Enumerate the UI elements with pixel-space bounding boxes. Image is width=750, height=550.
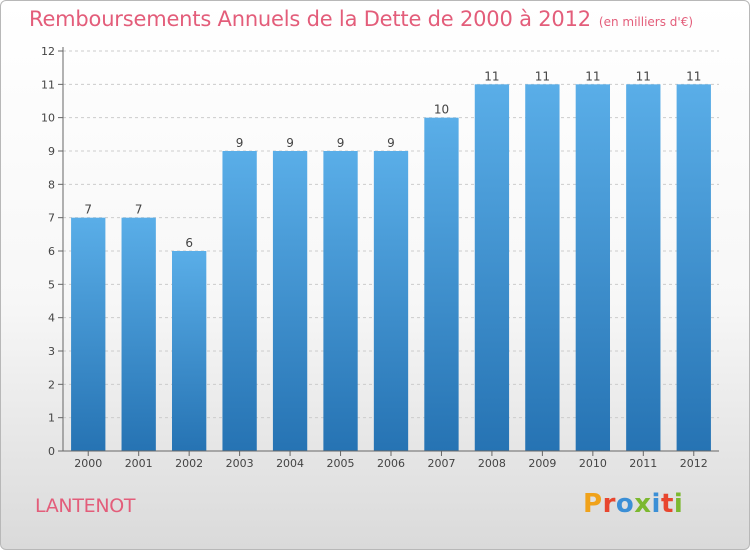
y-tick-label: 5 — [48, 278, 55, 291]
logo-letter: i — [651, 489, 661, 519]
bar-value-label: 11 — [585, 69, 600, 83]
x-tick-label: 2011 — [629, 457, 657, 470]
bar-value-label: 9 — [236, 136, 244, 150]
bars: 7 7 6 9 9 9 9 10 11 11 11 11 11 — [71, 69, 711, 452]
y-tick-label: 4 — [48, 312, 55, 325]
x-tick-label: 2002 — [175, 457, 203, 470]
bar-value-label: 9 — [387, 136, 395, 150]
y-tick-label: 0 — [48, 445, 55, 458]
bar-2003 — [222, 151, 257, 451]
bar-value-label: 9 — [337, 136, 345, 150]
x-tick-label: 2010 — [579, 457, 607, 470]
y-tick-label: 12 — [41, 45, 55, 58]
y-tick-label: 11 — [41, 78, 55, 91]
bar-value-label: 6 — [185, 236, 193, 250]
logo-letter: r — [602, 489, 616, 519]
bar-value-label: 11 — [484, 69, 499, 83]
bar-value-label: 7 — [84, 203, 92, 217]
bar-value-label: 10 — [434, 103, 449, 117]
x-tick-label: 2007 — [427, 457, 455, 470]
bar-2009 — [525, 84, 560, 451]
x-tick-label: 2006 — [377, 457, 405, 470]
title-text: Remboursements Annuels de la Dette de 20… — [29, 7, 591, 31]
bar-2007 — [424, 117, 459, 452]
x-tick-label: 2008 — [478, 457, 506, 470]
y-tick-label: 10 — [41, 112, 55, 125]
y-tick-label: 8 — [48, 178, 55, 191]
x-tick-label: 2009 — [528, 457, 556, 470]
bar-2000 — [71, 217, 106, 451]
y-tick-label: 3 — [48, 345, 55, 358]
y-tick-label: 2 — [48, 378, 55, 391]
x-tick-label: 2004 — [276, 457, 304, 470]
x-tick-label: 2000 — [74, 457, 102, 470]
town-name: LANTENOT — [35, 495, 136, 517]
y-tick-label: 9 — [48, 145, 55, 158]
bar-2004 — [272, 151, 308, 451]
y-tick-label: 6 — [48, 245, 55, 258]
bar-2008 — [474, 84, 510, 451]
bar-value-label: 11 — [535, 69, 550, 83]
bar-2001 — [121, 217, 156, 451]
proxiti-logo[interactable]: Proxiti — [583, 489, 683, 519]
x-tick-label: 2012 — [680, 457, 708, 470]
logo-letter: x — [634, 489, 652, 519]
logo-letter: t — [660, 489, 674, 519]
y-tick-label: 1 — [48, 412, 55, 425]
logo-letter: i — [673, 489, 684, 519]
bar-value-label: 7 — [135, 203, 143, 217]
chart-title: Remboursements Annuels de la Dette de 20… — [29, 7, 693, 31]
bar-2010 — [575, 84, 611, 451]
x-tick-label: 2001 — [125, 457, 153, 470]
x-tick-label: 2003 — [226, 457, 254, 470]
y-tick-label: 7 — [48, 212, 55, 225]
title-unit: (en milliers d'€) — [598, 15, 694, 29]
x-tick-label: 2005 — [327, 457, 355, 470]
bar-2012 — [676, 84, 711, 451]
logo-letter: o — [615, 489, 635, 519]
bar-value-label: 11 — [636, 69, 651, 83]
bar-2005 — [323, 151, 358, 451]
bar-2011 — [626, 84, 661, 451]
bar-value-label: 11 — [686, 69, 701, 83]
logo-letter: P — [583, 489, 603, 519]
bar-2002 — [171, 251, 207, 451]
bar-2006 — [373, 151, 409, 451]
bar-value-label: 9 — [286, 136, 294, 150]
